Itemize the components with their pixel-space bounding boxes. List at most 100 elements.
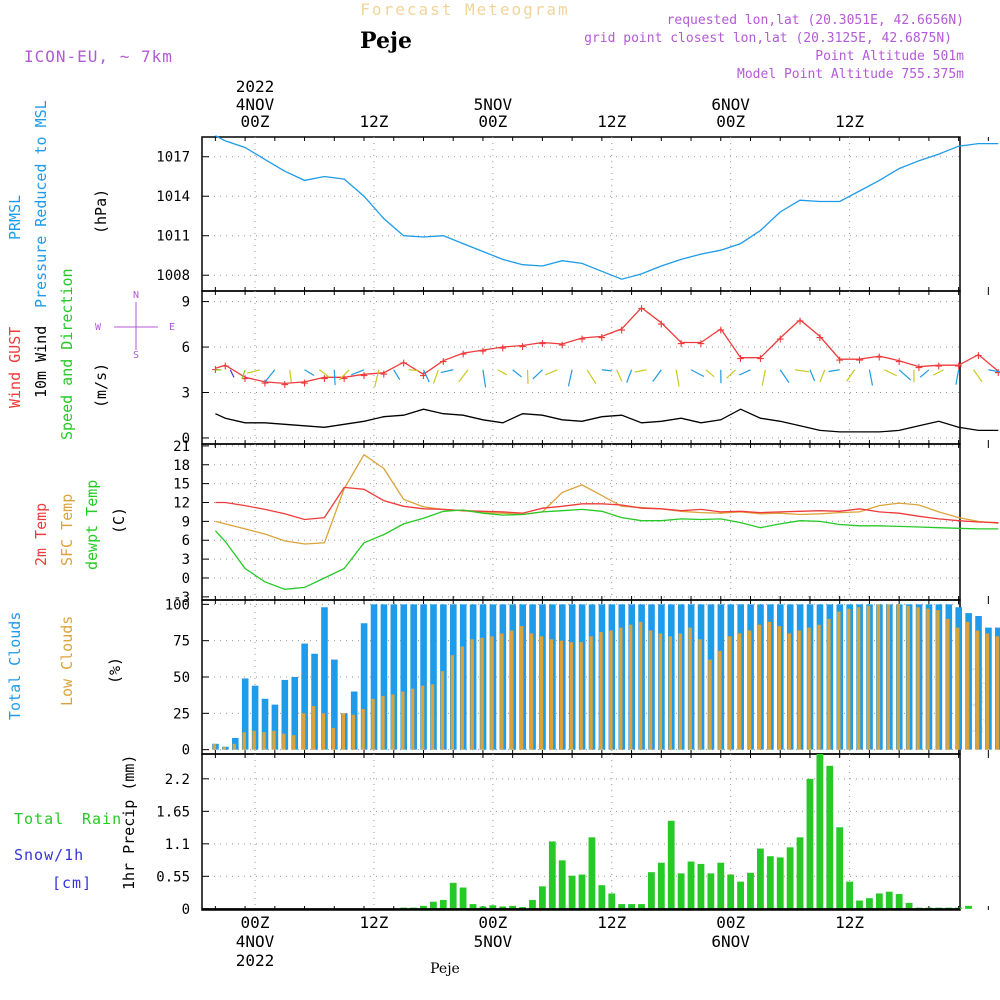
low-cloud-bar xyxy=(866,605,871,750)
top-date-label: 6NOV xyxy=(711,95,750,114)
low-cloud-bar xyxy=(747,630,752,750)
gust-marker: + xyxy=(519,340,527,355)
low-cloud-bar xyxy=(242,732,246,750)
wind-direction-arrow xyxy=(246,369,261,374)
low-cloud-bar xyxy=(668,636,673,750)
bottom-hour-label: 00Z xyxy=(241,913,270,932)
y-tick-label: 12 xyxy=(173,496,190,512)
pressure-unit: (hPa) xyxy=(92,189,110,234)
dewpoint-label: dewpt Temp xyxy=(83,480,101,570)
low-cloud-bar xyxy=(331,727,336,750)
rain-bar xyxy=(707,873,715,909)
low-cloud-bar xyxy=(638,621,643,750)
total-cloud-bar xyxy=(420,604,427,750)
y-tick-label: 1008 xyxy=(156,268,190,284)
top-date-label: 5NOV xyxy=(474,95,513,114)
gust-marker: + xyxy=(241,371,249,386)
top-year-label: 2022 xyxy=(236,77,275,96)
low-cloud-bar xyxy=(797,630,801,750)
low-cloud-bar xyxy=(946,618,950,750)
low-cloud-bar xyxy=(529,633,534,750)
low-cloud-bar xyxy=(916,607,920,750)
wind-direction-arrow xyxy=(972,369,983,383)
low-cloud-bar xyxy=(212,743,217,750)
gust-marker: + xyxy=(479,344,487,359)
wind-direction-arrow xyxy=(898,369,912,381)
low-cloud-bar xyxy=(371,698,375,750)
rain-bar xyxy=(628,904,635,909)
wind-direction-arrow xyxy=(988,369,1000,373)
rain-bar xyxy=(717,862,725,909)
wind-direction-arrow xyxy=(319,369,330,378)
wind-direction-arrow xyxy=(333,369,336,386)
bottom-year-label: 2022 xyxy=(236,951,275,970)
bottom-hour-label: 12Z xyxy=(597,913,626,932)
wind-direction-arrow xyxy=(739,369,751,376)
rain-bar xyxy=(608,893,616,909)
low-cloud-bar xyxy=(272,730,276,750)
rain-bar xyxy=(806,778,814,909)
low-cloud-bar xyxy=(965,621,970,750)
gust-marker: + xyxy=(618,323,626,338)
footer-location: Peje xyxy=(430,961,460,977)
wind-direction-arrow xyxy=(675,369,680,387)
dewpoint-line xyxy=(214,508,999,590)
rain-bar xyxy=(816,754,824,909)
rain-bar xyxy=(529,899,536,909)
y-tick-label: 75 xyxy=(173,634,190,650)
total-cloud-bar xyxy=(251,685,259,750)
low-cloud-bar xyxy=(975,630,980,750)
rain-bar xyxy=(786,847,794,909)
gridpoint-coords: grid point closest lon,lat (20.3125E, 42… xyxy=(584,31,952,46)
wind-direction-arrow xyxy=(304,369,315,376)
rain-bar xyxy=(509,905,517,909)
y-tick-label: 100 xyxy=(165,597,190,613)
wind-direction-arrow xyxy=(726,369,737,379)
low-cloud-bar xyxy=(252,730,256,750)
rain-bar xyxy=(885,891,893,909)
wind-direction-arrow xyxy=(374,369,380,388)
gust-marker: + xyxy=(439,355,447,370)
low-cloud-bar xyxy=(420,685,425,750)
y-tick-label: 21 xyxy=(173,439,190,455)
rain-bar xyxy=(667,820,675,909)
bottom-date-label: 6NOV xyxy=(711,932,750,951)
rain-bar xyxy=(568,875,576,909)
bottom-hour-label: 00Z xyxy=(478,913,507,932)
rain-bar xyxy=(519,907,526,909)
low-cloud-bar xyxy=(995,636,1000,750)
bottom-hour-label: 12Z xyxy=(359,913,388,932)
wind-direction-arrow xyxy=(819,369,826,382)
gust-marker: + xyxy=(320,371,328,386)
total-cloud-bar xyxy=(380,604,388,750)
wind-direction-arrow xyxy=(846,369,856,382)
panel-frame xyxy=(201,753,961,911)
gust-marker: + xyxy=(915,361,923,376)
rain-bar xyxy=(737,881,744,909)
low-cloud-bar xyxy=(401,691,405,750)
total-cloud-bar xyxy=(261,698,269,750)
low-cloud-bar xyxy=(906,605,910,750)
rain-bar xyxy=(965,905,972,909)
low-cloud-bar xyxy=(599,631,603,750)
low-cloud-bar xyxy=(787,633,791,750)
rain-bar xyxy=(499,906,507,909)
gust-marker: + xyxy=(994,365,1000,380)
rain-bar xyxy=(469,904,477,909)
low-cloud-bar xyxy=(410,688,415,750)
wind-direction-arrow xyxy=(545,369,558,376)
rain-bar xyxy=(826,765,834,909)
gust-marker: + xyxy=(776,332,784,347)
low-cloud-bar xyxy=(351,714,355,750)
total-cloud-bar xyxy=(281,679,289,750)
low-cloud-bar xyxy=(628,624,633,750)
low-cloud-bar xyxy=(569,642,573,750)
rain-bar xyxy=(548,841,556,909)
rain-bar xyxy=(638,904,645,909)
rain-bar xyxy=(697,863,705,909)
low-cloud-bar xyxy=(827,618,831,750)
low-cloud-bar xyxy=(896,604,900,750)
snow-label: Snow/1h xyxy=(14,846,84,864)
low-cloud-bar xyxy=(321,713,326,750)
y-tick-label: 1.65 xyxy=(156,804,190,820)
